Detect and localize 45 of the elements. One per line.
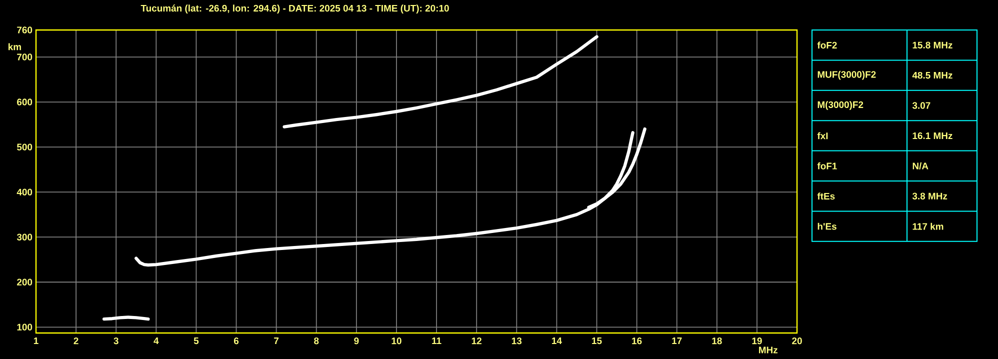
y-tick-label: 500: [16, 144, 32, 150]
text: MUF(3000)F2: [818, 70, 876, 80]
x-tick-label: 9: [354, 338, 359, 344]
x-tick-label: 4: [154, 338, 159, 344]
y-tick-label: 700: [17, 54, 32, 60]
text: 3.8 MHz: [912, 192, 948, 200]
chart-title: Tucumán (lat: -26.9, lon: 294.6) - DATE: 2025 04 13 - TIME (UT): 20:10: [140, 4, 449, 14]
x-tick-label: 12: [472, 338, 482, 344]
x-tick-label: 18: [712, 338, 722, 344]
text: M(3000)F2: [818, 101, 864, 110]
text: 117 km: [912, 222, 944, 230]
x-tick-label: 11: [432, 338, 442, 344]
y-tick-label: 600: [17, 98, 32, 106]
x-tick-label: 14: [552, 338, 562, 344]
x-tick-label: 19: [752, 338, 762, 344]
y-tick-label: 300: [16, 234, 32, 240]
x-tick-label: 10: [392, 338, 402, 344]
text: N/A: [912, 162, 928, 170]
x-tick-label: 6: [234, 338, 239, 344]
text: ftEs: [817, 192, 835, 200]
text: 16.1 MHz: [912, 132, 952, 140]
x-tick-label: 8: [314, 338, 319, 344]
x-tick-label: 15: [592, 338, 602, 344]
text: 3.07: [912, 102, 930, 109]
y-tick-label: 400: [16, 188, 32, 196]
x-tick-label: 3: [114, 338, 118, 344]
y-tick-label: 200: [17, 278, 32, 286]
x-tick-label: 16: [632, 338, 642, 344]
x-tick-label: 13: [512, 338, 522, 344]
text: foF2: [817, 42, 837, 49]
text: foF1: [817, 162, 837, 170]
text: 15.8 MHz: [912, 42, 952, 48]
text: fxI: [817, 132, 828, 140]
text: 48.5 MHz: [912, 72, 952, 79]
x-tick-label: 20: [792, 338, 802, 344]
x-tick-label: 1: [34, 338, 38, 344]
x-tick-label: 2: [74, 338, 78, 344]
text: h'Es: [818, 222, 836, 230]
y-axis-title: km: [8, 43, 21, 50]
y-tick-label: 100: [17, 324, 32, 330]
x-axis-title: MHz: [759, 346, 778, 354]
x-tick-label: 5: [194, 338, 199, 344]
y-tick-label: 760: [17, 26, 32, 34]
x-tick-label: 7: [274, 338, 279, 344]
x-tick-label: 17: [672, 338, 682, 344]
